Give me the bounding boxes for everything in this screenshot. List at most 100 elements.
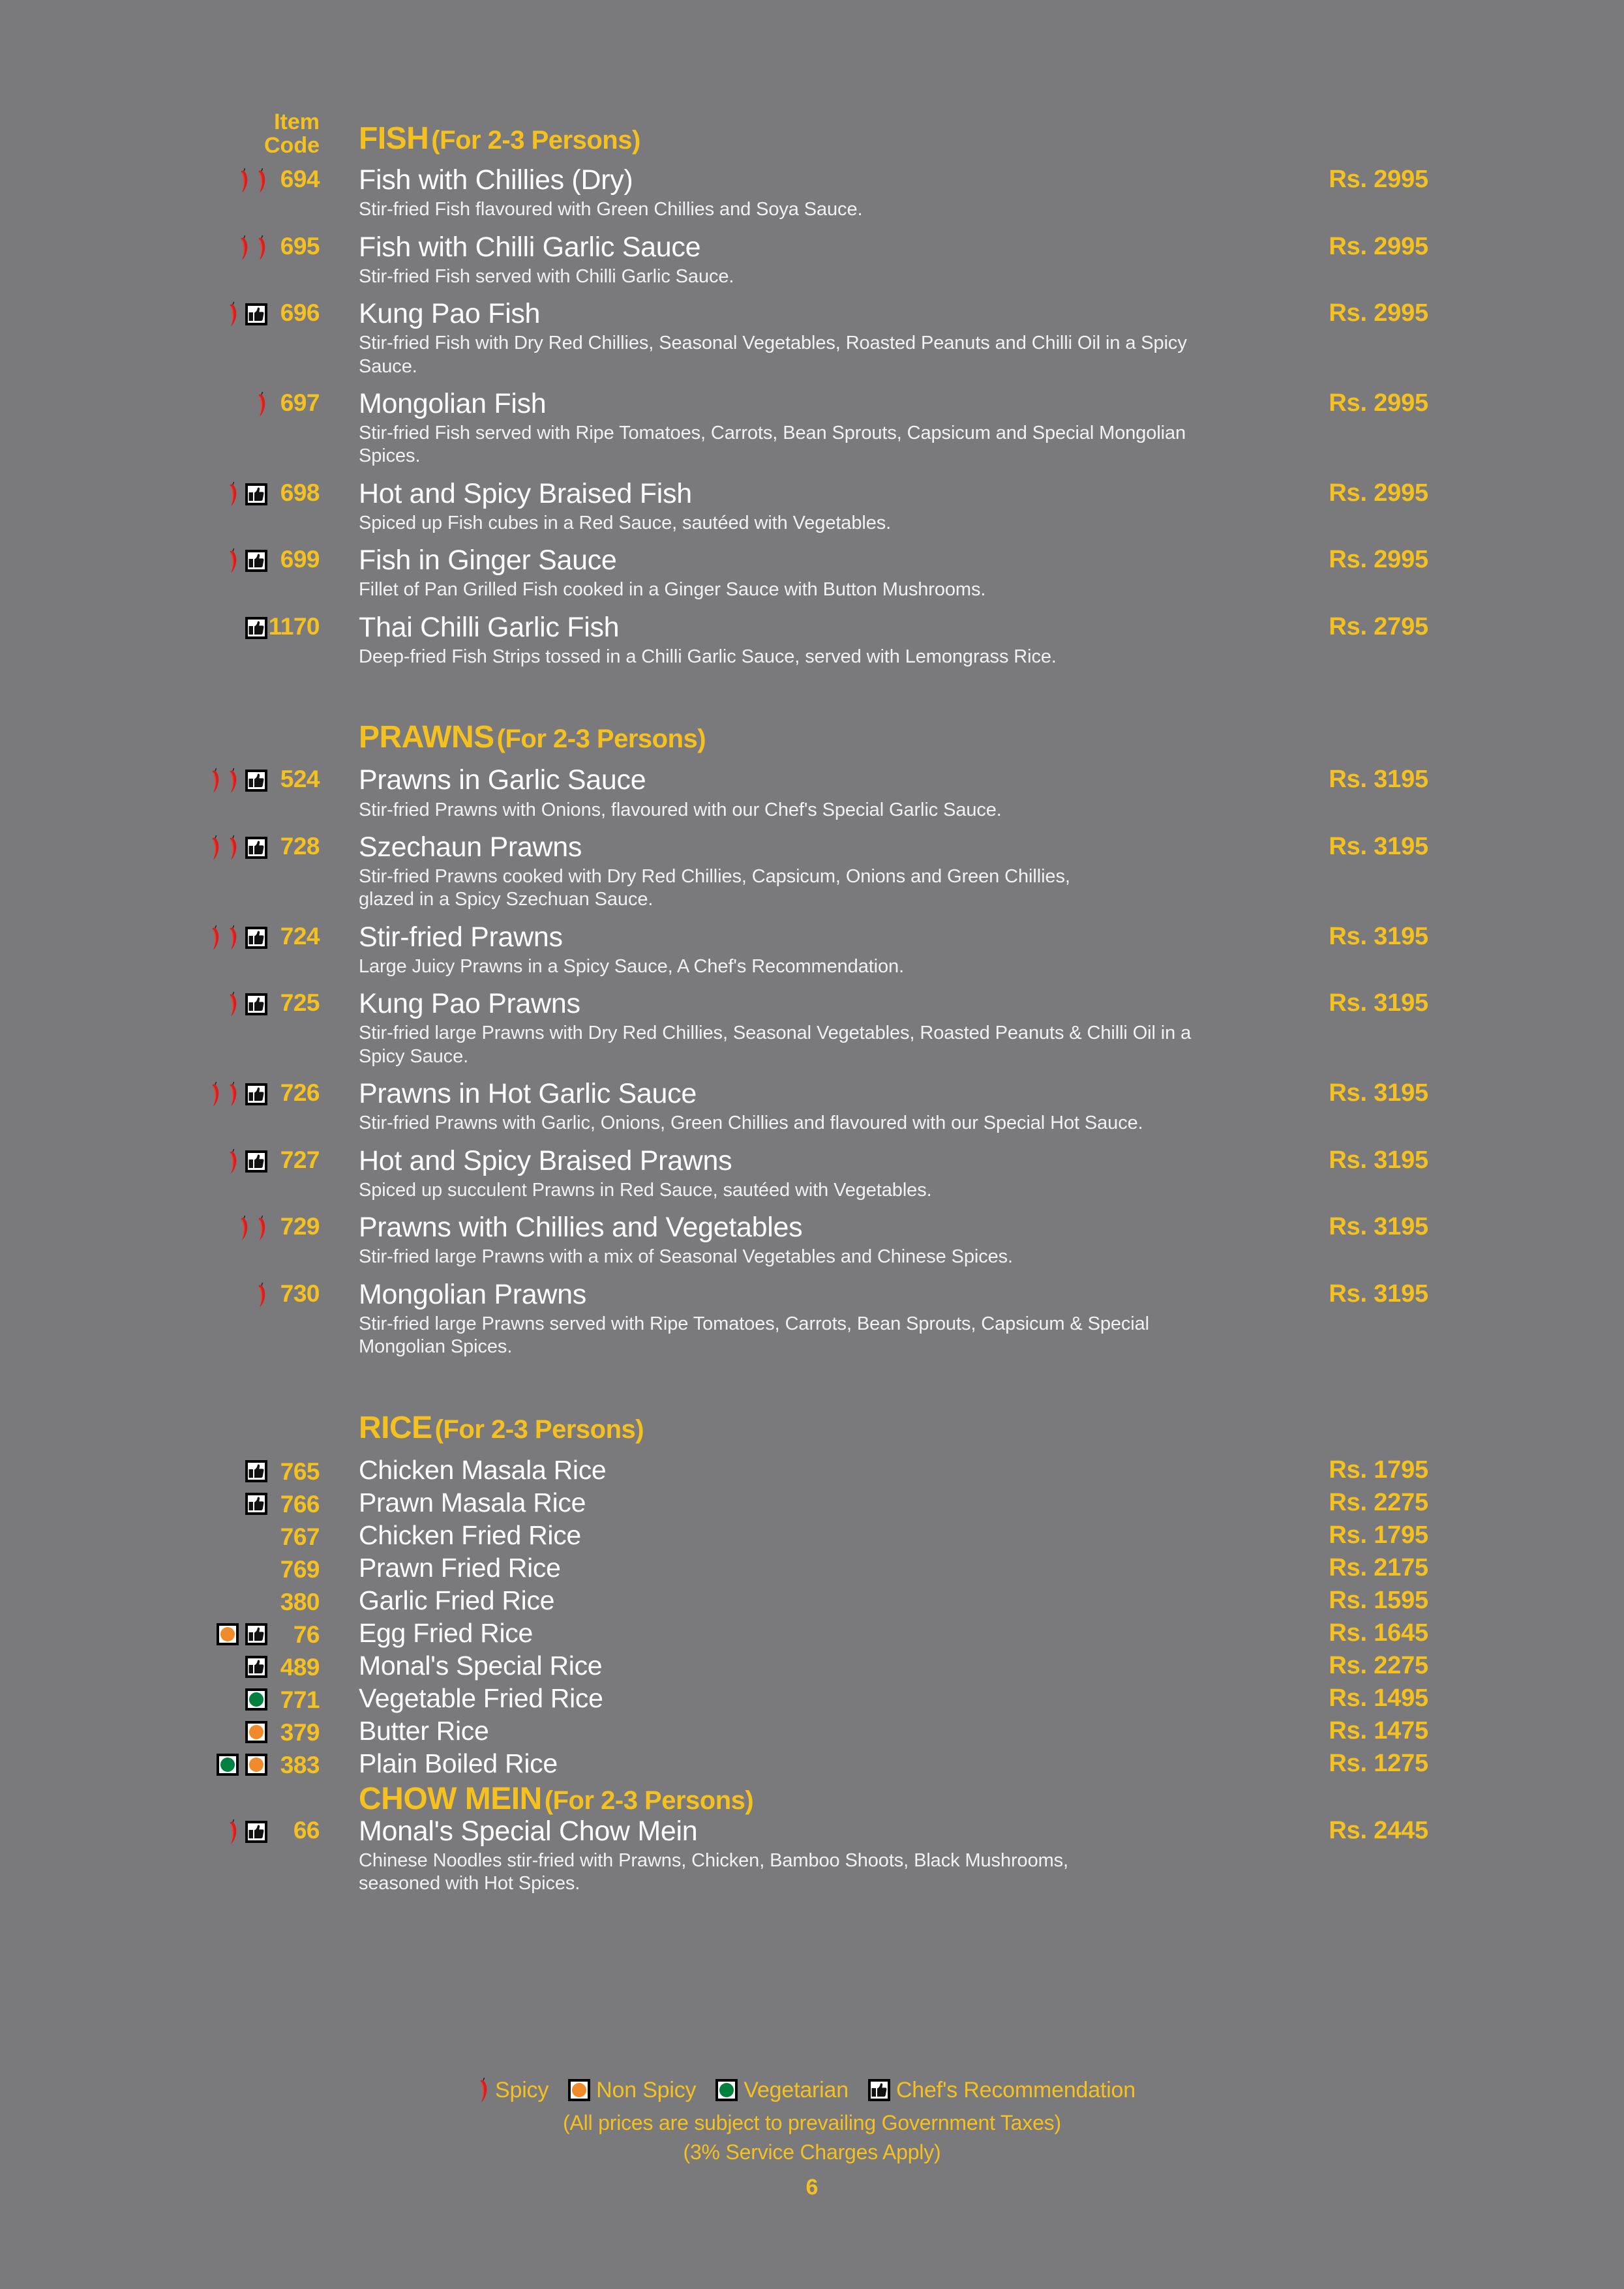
item-name: Mongolian Prawns: [359, 1278, 586, 1310]
item-details: Thai Chilli Garlic Fish Rs. 2795 Deep-frie…: [359, 612, 1428, 669]
item-icons: [98, 389, 267, 419]
item-details: Butter Rice Rs. 1475: [359, 1716, 1428, 1745]
menu-item[interactable]: 380 Garlic Fried Rice Rs. 1595: [98, 1585, 1428, 1618]
menu-item[interactable]: 379 Butter Rice Rs. 1475: [98, 1716, 1428, 1748]
menu-item[interactable]: 771 Vegetable Fried Rice Rs. 1495: [98, 1683, 1428, 1716]
item-price: Rs. 2795: [1329, 612, 1428, 640]
item-code: 771: [280, 1686, 320, 1713]
item-description: Chinese Noodles stir-fried with Prawns, …: [359, 1849, 1069, 1894]
item-code: 699: [280, 546, 320, 573]
chef-recommendation-icon: [245, 303, 267, 326]
menu-item[interactable]: 696 Kung Pao Fish Rs. 2995 Stir-fried Fish …: [98, 299, 1428, 378]
item-description: Stir-fried large Prawns with a mix of Se…: [359, 1246, 1013, 1268]
item-name: Mongolian Fish: [359, 387, 547, 419]
chef-recommendation-icon: [245, 993, 267, 1016]
item-icons: [98, 1553, 267, 1585]
chili-icon: [210, 925, 221, 951]
item-description: Stir-fried Prawns with Garlic, Onions, G…: [359, 1113, 1143, 1134]
menu-item[interactable]: 727 Hot and Spicy Braised Prawns Rs. 3195 S…: [98, 1146, 1428, 1203]
menu-item[interactable]: 699 Fish in Ginger Sauce Rs. 2995 Fillet of…: [98, 546, 1428, 602]
menu-item[interactable]: 730 Mongolian Prawns Rs. 3195 Stir-fried la…: [98, 1278, 1428, 1359]
item-code-header: Item Code: [261, 110, 320, 157]
chili-icon: [210, 768, 221, 794]
chili-icon: [228, 1819, 239, 1845]
menu-item[interactable]: 489 Monal's Special Rice Rs. 2275: [98, 1651, 1428, 1683]
menu-item[interactable]: 697 Mongolian Fish Rs. 2995 Stir-fried Fish…: [98, 389, 1428, 468]
menu-item[interactable]: 769 Prawn Fried Rice Rs. 2175: [98, 1553, 1428, 1585]
section-subtitle: (For 2-3 Persons): [431, 126, 640, 155]
item-code: 694: [280, 166, 320, 192]
item-price: Rs. 2995: [1329, 166, 1428, 193]
item-name: Hot and Spicy Braised Fish: [359, 477, 692, 509]
item-details: Prawns in Hot Garlic Sauce Rs. 3195 Stir-f…: [359, 1079, 1428, 1135]
item-icons: [98, 546, 267, 576]
item-icons: [98, 1146, 267, 1176]
menu-item[interactable]: 767 Chicken Fried Rice Rs. 1795: [98, 1520, 1428, 1553]
menu-item[interactable]: 76 Egg Fried Rice Rs. 1645: [98, 1618, 1428, 1651]
item-icons: [98, 1079, 267, 1109]
menu-item[interactable]: 695 Fish with Chilli Garlic Sauce Rs. 2995…: [98, 231, 1428, 289]
item-description: Spiced up Fish cubes in a Red Sauce, sau…: [359, 512, 892, 533]
item-code: 696: [280, 299, 320, 327]
item-code: 724: [280, 922, 320, 950]
chili-icon: [256, 391, 267, 417]
item-name: Chicken Masala Rice: [359, 1454, 607, 1485]
section-title: FISH: [359, 121, 429, 156]
menu-item[interactable]: 66 Monal's Special Chow Mein Rs. 2445 Chine…: [98, 1816, 1428, 1896]
item-details: Kung Pao Fish Rs. 2995 Stir-fried Fish wit…: [359, 299, 1428, 378]
item-details: Mongolian Prawns Rs. 3195 Stir-fried large…: [359, 1278, 1428, 1359]
item-price: Rs. 3195: [1329, 1079, 1428, 1107]
chef-recommendation-icon: [245, 1655, 267, 1678]
legend-item: Chef's Recommendation: [867, 2078, 1135, 2103]
item-price: Rs. 3195: [1329, 766, 1428, 794]
menu-item[interactable]: 765 Chicken Masala Rice Rs. 1795: [98, 1455, 1428, 1488]
menu-item[interactable]: 725 Kung Pao Prawns Rs. 3195 Stir-fried lar…: [98, 989, 1428, 1068]
item-name: Egg Fried Rice: [359, 1617, 533, 1648]
item-name: Prawns in Hot Garlic Sauce: [359, 1078, 697, 1110]
item-name: Fish with Chilli Garlic Sauce: [359, 231, 701, 263]
item-description: Stir-fried large Prawns served with Ripe…: [359, 1313, 1150, 1358]
item-price: Rs. 2275: [1329, 1488, 1428, 1516]
item-icons: [98, 1716, 267, 1748]
item-price: Rs. 2995: [1329, 232, 1428, 260]
item-details: Kung Pao Prawns Rs. 3195 Stir-fried large …: [359, 989, 1428, 1068]
item-description: Spiced up succulent Prawns in Red Sauce,…: [359, 1179, 932, 1201]
chef-recommendation-icon: [245, 1459, 267, 1482]
tax-note: (All prices are subject to prevailing Go…: [563, 2111, 1061, 2134]
legend-label: Spicy: [495, 2077, 549, 2102]
menu-item[interactable]: 724 Stir-fried Prawns Rs. 3195 Large Juicy …: [98, 922, 1428, 979]
menu-item[interactable]: 698 Hot and Spicy Braised Fish Rs. 2995 Spi…: [98, 479, 1428, 535]
non-spicy-icon: [217, 1623, 239, 1645]
chef-recommendation-icon: [245, 770, 267, 792]
menu-item[interactable]: 383 Plain Boiled Rice Rs. 1275: [98, 1748, 1428, 1781]
chili-icon: [228, 481, 239, 507]
chef-recommendation-icon: [245, 550, 267, 573]
item-code: 698: [280, 479, 320, 506]
menu-footer: Spicy Non Spicy Vegetarian Chef's Recommend…: [0, 2077, 1624, 2200]
menu-item[interactable]: 729 Prawns with Chillies and Vegetables Rs…: [98, 1213, 1428, 1269]
item-code: 524: [280, 766, 320, 793]
item-description: Stir-fried Prawns with Onions, flavoured…: [359, 799, 1002, 820]
item-description: Stir-fried Fish served with Ripe Tomatoe…: [359, 423, 1186, 467]
item-code: 726: [280, 1079, 320, 1107]
legend-label: Non Spicy: [596, 2077, 697, 2102]
item-code: 379: [280, 1718, 320, 1746]
section-subtitle: (For 2-3 Persons): [544, 1786, 754, 1815]
item-details: Prawns with Chillies and Vegetables Rs. 3…: [359, 1213, 1428, 1269]
item-price: Rs. 1495: [1329, 1684, 1428, 1712]
menu-item[interactable]: 728 Szechaun Prawns Rs. 3195 Stir-fried Pra…: [98, 832, 1428, 912]
chef-recommendation-icon: [867, 2079, 890, 2101]
item-description: Fillet of Pan Grilled Fish cooked in a G…: [359, 579, 986, 601]
menu-item[interactable]: 766 Prawn Masala Rice Rs. 2275: [98, 1488, 1428, 1520]
item-details: Hot and Spicy Braised Prawns Rs. 3195 Spic…: [359, 1146, 1428, 1203]
item-code: 489: [280, 1653, 320, 1681]
menu-item[interactable]: 726 Prawns in Hot Garlic Sauce Rs. 3195 Sti…: [98, 1079, 1428, 1135]
item-icons: [98, 166, 267, 196]
menu-item[interactable]: 524 Prawns in Garlic Sauce Rs. 3195 Stir-fr…: [98, 766, 1428, 822]
menu-item[interactable]: 694 Fish with Chillies (Dry) Rs. 2995 Stir-…: [98, 165, 1428, 222]
item-icons: [98, 1520, 267, 1553]
chef-recommendation-icon: [245, 1492, 267, 1515]
item-name: Hot and Spicy Braised Prawns: [359, 1144, 732, 1176]
menu-item[interactable]: 1170 Thai Chilli Garlic Fish Rs. 2795 Deep-…: [98, 612, 1428, 669]
